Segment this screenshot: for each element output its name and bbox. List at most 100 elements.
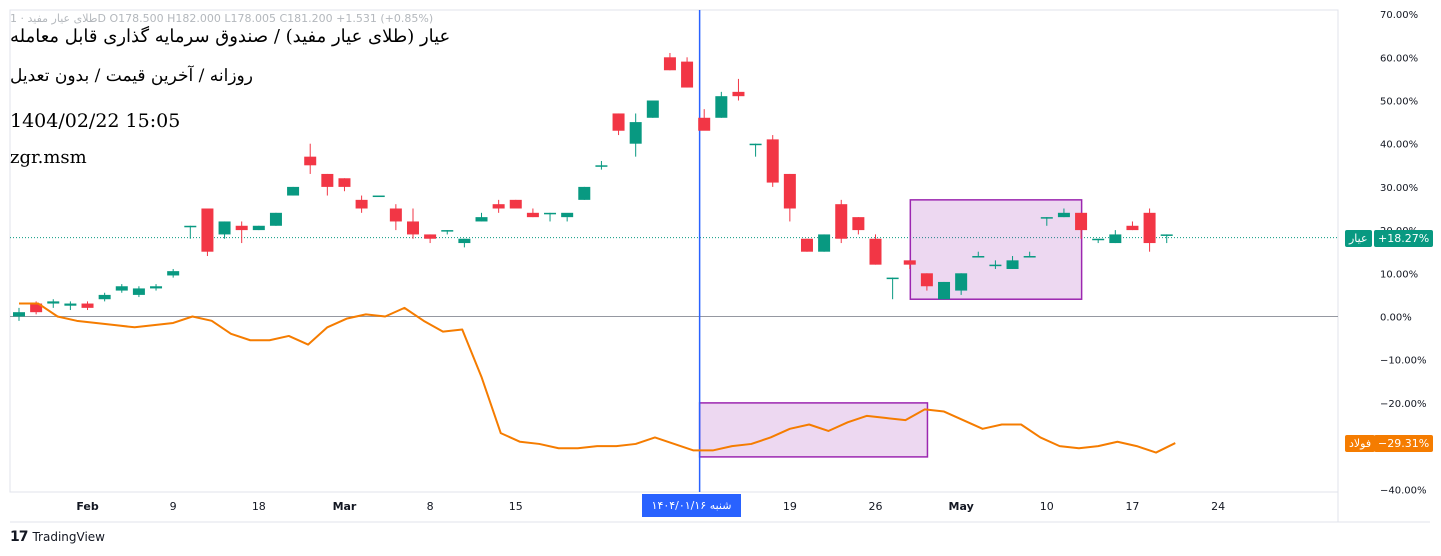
- candle-body: [355, 199, 368, 209]
- candle-body: [578, 186, 591, 200]
- x-tick-label: 26: [869, 500, 883, 513]
- candle-body: [1160, 234, 1173, 236]
- candle-body: [1126, 225, 1139, 231]
- foolad-last-value-badge: −29.31%: [1374, 435, 1434, 452]
- candle-body: [406, 221, 419, 235]
- candle-body: [81, 303, 94, 308]
- candle-body: [989, 264, 1002, 267]
- x-tick-label: Mar: [333, 500, 357, 513]
- highlight-box: [698, 402, 929, 458]
- crosshair-date-label: شنبه ۱۴۰۴/۰۱/۱۶: [642, 494, 741, 517]
- candle-body: [64, 303, 77, 306]
- x-tick-label: Feb: [76, 500, 99, 513]
- candle-body: [526, 212, 539, 218]
- candle-body: [424, 234, 437, 239]
- chart-datetime-text: 1404/02/22 15:05: [10, 110, 181, 132]
- candle-body: [304, 156, 317, 166]
- candle-body: [920, 273, 933, 287]
- candle-body: [681, 61, 694, 88]
- candle-body: [389, 208, 402, 222]
- candle-body: [321, 173, 334, 187]
- candle-body: [595, 165, 608, 167]
- candle-body: [47, 301, 60, 304]
- candle-body: [783, 173, 796, 209]
- y-tick-label: 30.00%: [1380, 183, 1418, 194]
- candle-body: [1143, 212, 1156, 244]
- chart-subtitle-text: روزانه / آخرین قیمت / بدون تعدیل: [10, 66, 253, 86]
- candle-body: [1057, 212, 1070, 218]
- candle-body: [972, 256, 985, 258]
- candle-body: [1023, 256, 1036, 258]
- x-tick-label: 15: [509, 500, 523, 513]
- candle-body: [1040, 217, 1053, 219]
- candle-body: [458, 238, 471, 244]
- y-tick-label: 10.00%: [1380, 269, 1418, 280]
- candle-body: [338, 178, 351, 187]
- tradingview-brand[interactable]: 17 TradingView: [10, 529, 105, 545]
- candle-body: [132, 288, 145, 295]
- candle-body: [629, 122, 642, 144]
- candle-body: [509, 199, 522, 209]
- candle-body: [938, 281, 951, 300]
- candle-body: [218, 221, 231, 235]
- y-tick-label: −40.00%: [1380, 485, 1427, 496]
- candle-body: [869, 238, 882, 265]
- candle-body: [167, 271, 180, 276]
- foolad-series-name-badge: فولاد: [1345, 435, 1376, 452]
- candle-body: [115, 286, 128, 291]
- x-tick-label: May: [949, 500, 974, 513]
- tradingview-logo-icon: 17: [10, 529, 29, 545]
- candle-body: [201, 208, 214, 252]
- candle-body: [441, 230, 454, 232]
- candle-body: [732, 91, 745, 97]
- y-tick-label: 0.00%: [1380, 313, 1412, 324]
- candle-body: [252, 225, 265, 231]
- x-tick-label: 8: [427, 500, 434, 513]
- candle-body: [1109, 234, 1122, 244]
- candle-body: [235, 225, 248, 231]
- candle-body: [269, 212, 282, 226]
- candle-body: [698, 117, 711, 131]
- candle-body: [835, 204, 848, 239]
- candle-body: [544, 212, 557, 215]
- candle-body: [646, 100, 659, 118]
- candle-body: [30, 303, 43, 313]
- candle-body: [663, 57, 676, 71]
- brand-name: TradingView: [32, 530, 105, 544]
- x-tick-label: 24: [1211, 500, 1225, 513]
- candle-body: [150, 286, 163, 289]
- candle-body: [766, 139, 779, 183]
- chart-author-text: zgr.msm: [10, 147, 87, 168]
- y-tick-label: 60.00%: [1380, 53, 1418, 64]
- y-tick-label: −10.00%: [1380, 356, 1427, 367]
- symbol-legend[interactable]: طلای عیار مفید · 1D O178.500 H182.000 L1…: [10, 12, 434, 25]
- candle-body: [903, 260, 916, 265]
- candle-body: [287, 186, 300, 196]
- candle-body: [98, 294, 111, 300]
- x-tick-label: 10: [1040, 500, 1054, 513]
- ayar-candles: [13, 52, 1173, 321]
- x-tick-label: 18: [252, 500, 266, 513]
- candle-body: [749, 143, 762, 146]
- candle-body: [955, 273, 968, 291]
- candle-body: [886, 277, 899, 280]
- ayar-series-name-badge: عیار: [1345, 230, 1372, 247]
- ayar-last-value-badge: +18.27%: [1374, 230, 1434, 247]
- highlight-box: [909, 199, 1083, 300]
- candle-body: [715, 96, 728, 118]
- foolad-line: [19, 302, 1176, 454]
- candle-body: [13, 312, 25, 317]
- candle-body: [1092, 238, 1105, 241]
- y-tick-label: 70.00%: [1380, 10, 1418, 21]
- x-tick-label: 9: [170, 500, 177, 513]
- candle-body: [372, 195, 385, 198]
- candle-body: [612, 113, 625, 131]
- y-tick-label: 50.00%: [1380, 97, 1418, 108]
- candle-body: [1006, 260, 1019, 269]
- x-tick-label: 17: [1125, 500, 1139, 513]
- chart-title-text: عیار (طلای عیار مفید) / صندوق سرمایه گذا…: [10, 26, 451, 47]
- candle-body: [475, 217, 488, 222]
- y-tick-label: −20.00%: [1380, 399, 1427, 410]
- candle-body: [852, 217, 865, 231]
